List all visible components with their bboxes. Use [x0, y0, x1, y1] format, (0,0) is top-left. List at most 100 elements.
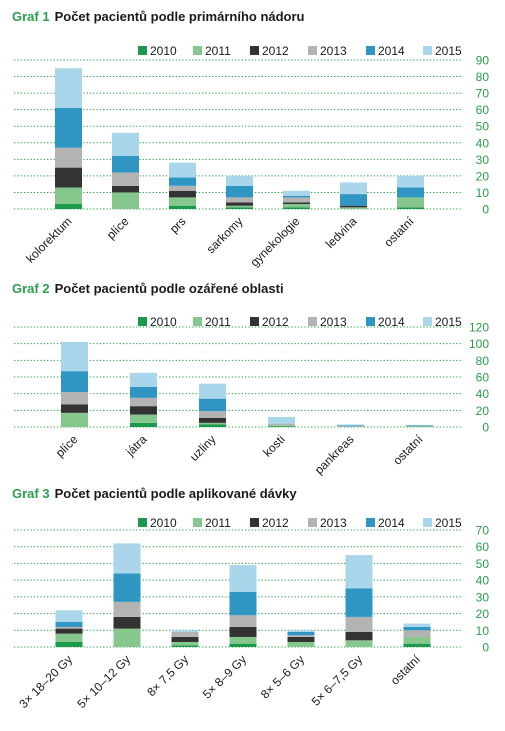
category-label-6: ledvina — [323, 214, 360, 251]
bar-4-2014 — [226, 185, 253, 198]
bar-5-2015 — [283, 190, 310, 196]
bar-2-2010 — [130, 422, 157, 427]
bar-7-2010 — [397, 207, 424, 209]
y-tick-label-70: 70 — [476, 524, 490, 538]
legend-swatch-2015 — [423, 518, 432, 527]
category-label-3: uzliny — [187, 432, 219, 464]
legend-label-2012: 2012 — [262, 44, 289, 58]
category-label-2: játra — [123, 432, 150, 459]
category-label-3: 8× 7,5 Gy — [144, 652, 191, 699]
bar-1-2012 — [61, 404, 88, 413]
chart-3-label: Graf 3 — [12, 486, 50, 501]
bar-4-2015 — [268, 417, 295, 424]
legend-label-2013: 2013 — [320, 516, 347, 530]
legend-swatch-2015 — [423, 317, 432, 326]
chart-2-label: Graf 2 — [12, 281, 50, 296]
bar-2-2012 — [130, 406, 157, 415]
bar-2-2013 — [113, 601, 141, 617]
bar-3-2015 — [171, 630, 199, 632]
category-label-2: 5× 10–12 Gy — [74, 652, 133, 711]
bar-3-2010 — [169, 205, 196, 209]
chart-1-title-block: Graf 1 Počet pacientů podle primárního ná… — [12, 9, 305, 24]
bar-1-2014 — [55, 108, 82, 148]
bar-3-2010 — [171, 645, 199, 647]
bar-6-2014 — [406, 425, 433, 427]
y-tick-label-60: 60 — [476, 103, 490, 117]
legend-label-2013: 2013 — [320, 44, 347, 58]
bar-6-2011 — [340, 207, 367, 209]
chart-3: 2010 2011 2012 2013 2014 2015 0 10 20 30 40 50 60 70 3… — [14, 516, 490, 711]
bar-4-2013 — [229, 615, 257, 627]
bar-5-2012 — [287, 636, 315, 642]
legend-swatch-2010 — [138, 317, 147, 326]
category-label-5: 8× 5–6 Gy — [258, 652, 307, 701]
bar-4-2010 — [268, 426, 295, 427]
category-label-5: pankreas — [312, 432, 357, 477]
legend-label-2010: 2010 — [150, 44, 177, 58]
bar-4-2011 — [226, 205, 253, 208]
bar-2-2012 — [112, 185, 139, 193]
bar-6-2014 — [340, 194, 367, 206]
legend-label-2010: 2010 — [150, 516, 177, 530]
bar-3-2015 — [199, 383, 226, 399]
y-tick-label-20: 20 — [476, 607, 490, 621]
y-tick-label-0: 0 — [482, 203, 489, 217]
legend-label-2011: 2011 — [205, 44, 231, 58]
bar-6-2014 — [345, 588, 373, 617]
y-tick-label-20: 20 — [476, 404, 490, 418]
legend-label-2015: 2015 — [435, 315, 462, 329]
y-tick-label-40: 40 — [476, 387, 490, 401]
bar-4-2012 — [226, 202, 253, 206]
legend-swatch-2011 — [193, 518, 202, 527]
bar-5-2015 — [287, 630, 315, 632]
bar-7-2015 — [403, 623, 431, 627]
bar-6-2015 — [345, 555, 373, 589]
bar-1-2012 — [55, 628, 83, 634]
bar-2-2012 — [113, 616, 141, 629]
legend-label-2010: 2010 — [150, 315, 177, 329]
bar-5-2014 — [287, 631, 315, 636]
chart-2-title-block: Graf 2 Počet pacientů podle ozářené oblas… — [12, 281, 284, 296]
y-tick-label-20: 20 — [476, 169, 490, 183]
legend-swatch-2010 — [138, 518, 147, 527]
chart-1: 2010 2011 2012 2013 2014 2015 0 10 20 30 40 50 60 70 8… — [14, 44, 490, 269]
bar-6-2012 — [345, 631, 373, 641]
bar-1-2013 — [55, 147, 82, 168]
bar-4-2013 — [226, 197, 253, 203]
y-tick-label-60: 60 — [476, 540, 490, 554]
bar-1-2015 — [55, 610, 83, 622]
bar-7-2011 — [403, 636, 431, 644]
y-tick-label-70: 70 — [476, 87, 490, 101]
bar-4-2011 — [229, 636, 257, 644]
bar-2-2011 — [112, 192, 139, 209]
bar-7-2010 — [403, 643, 431, 647]
legend-swatch-2014 — [366, 46, 375, 55]
bar-4-2015 — [226, 175, 253, 186]
legend-label-2011: 2011 — [205, 516, 231, 530]
y-tick-label-40: 40 — [476, 574, 490, 588]
bar-5-2010 — [283, 207, 310, 209]
bar-2-2014 — [130, 387, 157, 398]
y-tick-label-80: 80 — [476, 70, 490, 84]
legend-label-2015: 2015 — [435, 516, 462, 530]
legend-label-2012: 2012 — [262, 315, 289, 329]
bar-4-2010 — [226, 207, 253, 209]
legend-label-2014: 2014 — [378, 44, 405, 58]
category-label-6: ostatní — [390, 432, 426, 468]
bar-3-2012 — [171, 636, 199, 642]
legend-swatch-2011 — [193, 46, 202, 55]
y-tick-label-80: 80 — [476, 354, 490, 368]
bar-1-2012 — [55, 167, 82, 188]
category-label-3: prs — [167, 214, 189, 236]
legend-swatch-2013 — [308, 46, 317, 55]
legend-label-2012: 2012 — [262, 516, 289, 530]
bar-1-2010 — [55, 641, 83, 647]
bar-5-2012 — [283, 202, 310, 205]
bar-3-2013 — [199, 411, 226, 418]
category-label-7: ostatní — [388, 652, 424, 688]
legend-swatch-2012 — [250, 518, 259, 527]
bar-3-2011 — [169, 197, 196, 206]
bar-3-2011 — [171, 641, 199, 646]
bar-5-2014 — [283, 195, 310, 198]
